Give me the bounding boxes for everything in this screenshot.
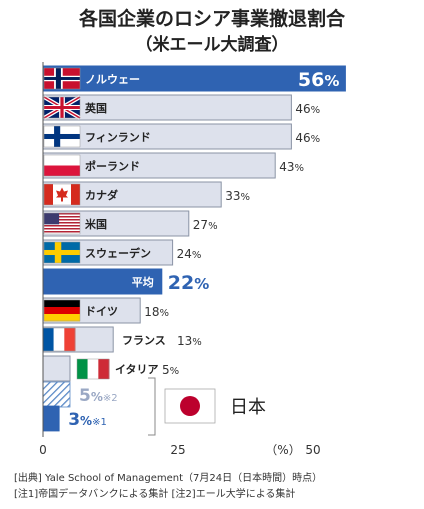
category-label: ノルウェー [85, 73, 140, 86]
value-label: 43% [279, 160, 304, 174]
bar [42, 65, 346, 92]
japan-group: 5%※2 3%※1 日本 [42, 377, 266, 436]
japan-bar [42, 405, 60, 432]
japan-value-label: 3%※1 [68, 410, 107, 430]
japan-bar [42, 381, 71, 408]
poland-flag-icon [43, 154, 81, 177]
japan-flag-icon [164, 388, 216, 424]
category-label: イタリア [115, 363, 159, 376]
category-label: 英国 [84, 101, 107, 115]
category-label: 平均 [132, 275, 154, 289]
value-label: 5% [162, 363, 179, 377]
category-label: 米国 [84, 217, 107, 231]
value-label: 27% [193, 218, 218, 232]
value-label: 33% [225, 189, 250, 203]
japan-label: 日本 [230, 397, 266, 418]
uk-flag-icon [42, 95, 82, 120]
bar [42, 94, 292, 121]
category-label: ポーランド [85, 159, 140, 173]
x-tick-label: 25 [170, 443, 185, 457]
x-axis: 0 25 50 （%） [39, 62, 321, 457]
value-label: 46% [295, 131, 320, 145]
bar [42, 152, 276, 179]
canada-flag-icon [43, 183, 81, 206]
bar-group: ノルウェー 56% 英国 46% フィンランド 46% ポーランド 43% カナダ 33% 米国 27… [42, 65, 346, 382]
value-label: 24% [177, 247, 202, 261]
value-label: 46% [295, 102, 320, 116]
bar [42, 355, 71, 382]
sweden-flag-icon [43, 241, 81, 264]
finland-flag-icon [43, 125, 81, 148]
italy-flag-icon [76, 358, 110, 380]
category-label: フィンランド [85, 131, 151, 144]
category-label: カナダ [85, 188, 118, 202]
category-label: スウェーデン [85, 246, 151, 260]
flag-group [42, 67, 110, 380]
value-label: 13% [177, 334, 202, 348]
value-label: 22% [168, 272, 209, 294]
usa-flag-icon [43, 212, 81, 235]
value-label: 56% [298, 69, 339, 91]
category-label: ドイツ [85, 305, 118, 318]
germany-flag-icon [43, 299, 81, 322]
norway-flag-icon [43, 67, 81, 90]
value-label: 18% [144, 305, 169, 319]
chart-title: 各国企業のロシア事業撤退割合 [78, 7, 346, 30]
japan-bracket [148, 377, 156, 436]
japan-value-label: 5%※2 [79, 386, 118, 406]
x-tick-label: 0 [39, 443, 47, 457]
x-tick-label: 50 [305, 443, 320, 457]
category-label: フランス [122, 334, 166, 347]
source-line-2: [注1]帝国データバンクによる集計 [注2]エール大学による集計 [14, 487, 295, 500]
chart-subtitle: （米エール大調査） [136, 34, 289, 55]
source-line-1: [出典] Yale School of Management（7月24日（日本時… [14, 471, 322, 484]
bar [42, 268, 163, 295]
x-unit-label: （%） [265, 443, 300, 457]
france-flag-icon [42, 327, 76, 352]
bar [42, 123, 292, 150]
